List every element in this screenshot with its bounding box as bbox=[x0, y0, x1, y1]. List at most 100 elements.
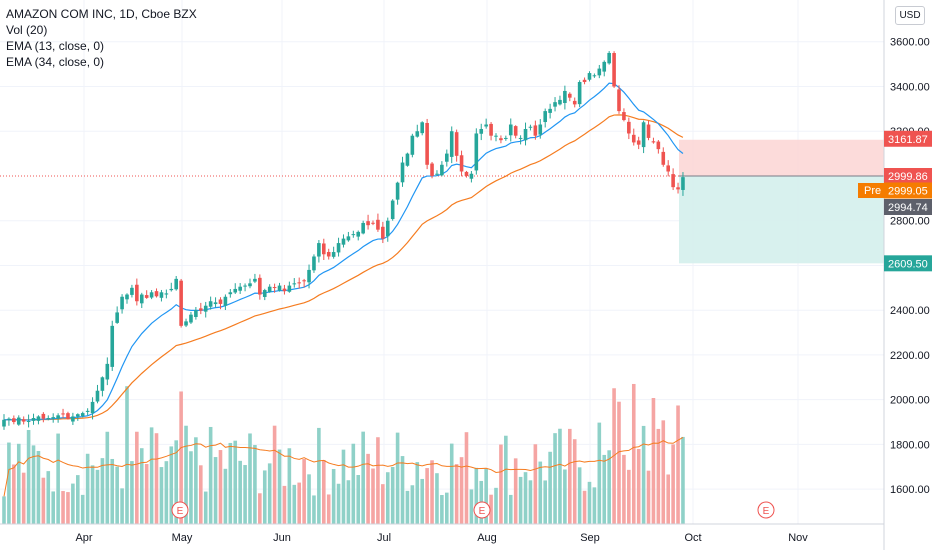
volume-bar bbox=[199, 465, 203, 524]
volume-bar bbox=[543, 480, 547, 524]
candle-body bbox=[479, 128, 484, 134]
y-tick-label: 2200.00 bbox=[890, 350, 930, 362]
volume-bar bbox=[381, 484, 385, 524]
x-tick-label: Apr bbox=[75, 532, 92, 544]
volume-bar bbox=[489, 494, 493, 524]
volume-bar bbox=[135, 431, 139, 524]
candle-body bbox=[361, 222, 365, 234]
entry-price-badge: 2999.86 bbox=[888, 171, 928, 183]
volume-bar bbox=[641, 425, 646, 524]
ema-lines bbox=[3, 82, 684, 421]
ema13-indicator-label[interactable]: EMA (13, close, 0) bbox=[6, 39, 105, 53]
volume-bar bbox=[41, 477, 46, 524]
candle-body bbox=[395, 182, 400, 200]
volume-bar bbox=[336, 483, 341, 524]
candle-body bbox=[523, 128, 528, 141]
candle-body bbox=[445, 153, 449, 162]
volume-bar bbox=[194, 437, 198, 524]
volume-bar bbox=[425, 468, 429, 524]
y-tick-label: 2800.00 bbox=[890, 216, 930, 228]
candle-body bbox=[85, 410, 90, 412]
volume-bar bbox=[233, 440, 238, 524]
candle-body bbox=[169, 288, 174, 291]
candle-body bbox=[676, 187, 680, 190]
volume-bar bbox=[430, 460, 434, 524]
candle-body bbox=[607, 52, 611, 64]
stop-price-badge-bg bbox=[884, 130, 932, 147]
entry-price-badge-bg bbox=[884, 168, 932, 184]
volume-bar bbox=[341, 449, 346, 524]
volume-bar bbox=[262, 470, 267, 524]
volume-bar bbox=[548, 451, 552, 524]
volume-bar bbox=[7, 442, 11, 524]
stop-zone[interactable] bbox=[679, 139, 884, 176]
candle-body bbox=[582, 79, 587, 83]
volume-bar bbox=[31, 445, 36, 524]
volume-bar bbox=[287, 448, 292, 524]
candle-body bbox=[317, 243, 321, 257]
volume-bar bbox=[297, 482, 301, 524]
candle-body bbox=[376, 219, 380, 230]
symbol-title[interactable]: AMAZON COM INC, 1D, Cboe BZX bbox=[6, 7, 197, 21]
volume-bar bbox=[208, 426, 213, 524]
candle-body bbox=[233, 288, 238, 293]
short-position-tool[interactable] bbox=[0, 139, 884, 264]
volume-bar bbox=[474, 467, 479, 524]
candle-body bbox=[504, 137, 508, 139]
volume-bar bbox=[558, 428, 562, 524]
ema34-indicator-label[interactable]: EMA (34, close, 0) bbox=[6, 55, 105, 69]
candle-body bbox=[115, 312, 119, 323]
volume-bar bbox=[282, 485, 287, 524]
volume-bar bbox=[469, 489, 474, 524]
last-price-badge: 2994.74 bbox=[888, 202, 928, 214]
earnings-marker-icon[interactable] bbox=[757, 501, 775, 519]
volume-bar bbox=[105, 431, 110, 524]
volume-bar bbox=[646, 470, 651, 524]
candle-body bbox=[631, 134, 636, 143]
volume-bar bbox=[494, 487, 498, 524]
volume-bar bbox=[602, 454, 607, 524]
volume-indicator-label[interactable]: Vol (20) bbox=[6, 23, 48, 37]
volume-bar bbox=[80, 494, 85, 524]
volume-bar bbox=[484, 468, 488, 524]
y-tick-label: 3400.00 bbox=[890, 81, 930, 93]
candle-body bbox=[563, 90, 567, 104]
volume-bar bbox=[681, 436, 685, 524]
candle-body bbox=[636, 140, 641, 145]
candle-body bbox=[144, 295, 149, 298]
currency-button[interactable]: USD bbox=[895, 6, 925, 25]
candle-body bbox=[2, 419, 6, 427]
volume-bar bbox=[538, 461, 543, 524]
candle-body bbox=[381, 226, 385, 239]
volume-bar bbox=[243, 465, 247, 524]
target-zone[interactable] bbox=[679, 176, 884, 264]
candle-body bbox=[71, 416, 75, 422]
volume-bar bbox=[385, 472, 390, 524]
volume-bar bbox=[238, 460, 242, 524]
candle-body bbox=[671, 174, 675, 188]
candle-body bbox=[641, 122, 646, 148]
candle-body bbox=[26, 420, 31, 422]
candle-body bbox=[499, 138, 503, 141]
candle-body bbox=[651, 141, 656, 143]
volume-bar bbox=[174, 440, 178, 524]
volume-bar bbox=[267, 463, 272, 524]
pre-market-label: Pre bbox=[864, 185, 881, 197]
candle-body bbox=[646, 124, 651, 138]
volume-bar bbox=[322, 459, 326, 524]
candle-body bbox=[21, 419, 26, 422]
candle-body bbox=[12, 418, 16, 423]
target-price-badge: 2609.50 bbox=[888, 258, 928, 270]
volume-bar bbox=[66, 492, 70, 524]
candle-body bbox=[258, 277, 262, 295]
volume-bar bbox=[631, 383, 636, 524]
earnings-marker-icon[interactable] bbox=[473, 501, 491, 519]
candle-body bbox=[405, 153, 410, 166]
candle-body bbox=[661, 151, 666, 165]
earnings-marker-icon[interactable] bbox=[171, 501, 189, 519]
volume-bar bbox=[577, 467, 582, 524]
candle-body bbox=[267, 286, 272, 292]
candle-body bbox=[597, 68, 602, 76]
